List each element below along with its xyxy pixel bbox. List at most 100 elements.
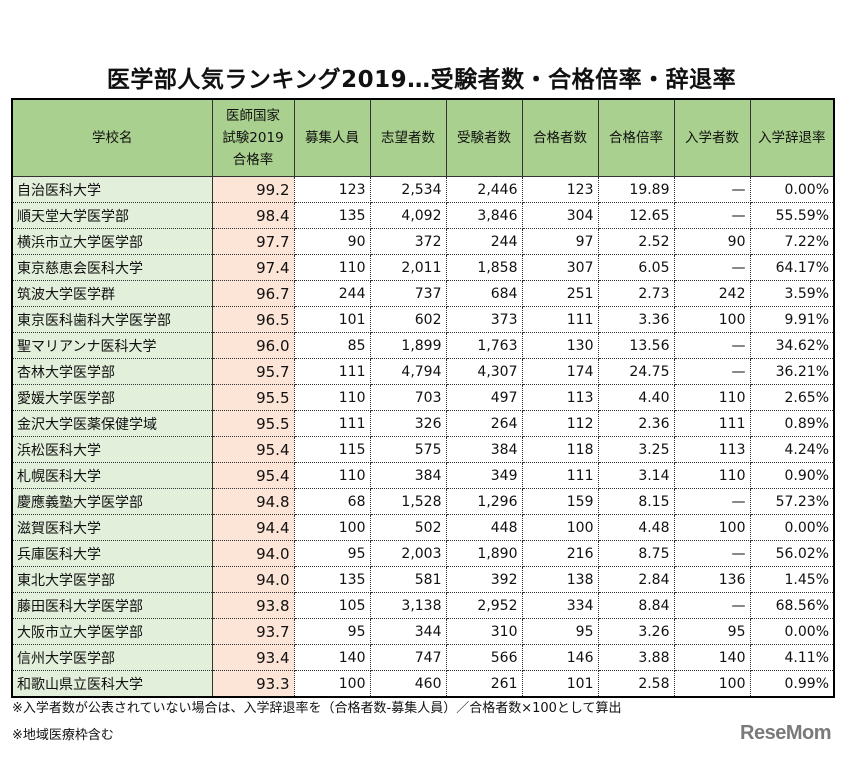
cell-quota: 85: [293, 332, 371, 359]
cell-ratio: 3.36: [597, 306, 675, 333]
table-row: 信州大学医学部 93.4 140 747 566 146 3.88 140 4.11%: [12, 644, 835, 671]
col-header-pass-rate: 医師国家 試験2019 合格率: [211, 98, 295, 177]
cell-examinees: 2,446: [445, 176, 523, 203]
cell-ratio: 8.84: [597, 592, 675, 619]
cell-pass: 93.4: [211, 644, 295, 671]
cell-school: 札幌医科大学: [12, 462, 213, 489]
cell-applicants: 1,528: [369, 488, 447, 515]
table-row: 滋賀医科大学 94.4 100 502 448 100 4.48 100 0.00%: [12, 514, 835, 541]
cell-examinees: 349: [445, 462, 523, 489]
cell-pass: 93.3: [211, 670, 295, 698]
cell-applicants: 384: [369, 462, 447, 489]
col-header-passers: 合格者数: [521, 98, 599, 177]
cell-school: 横浜市立大学医学部: [12, 228, 213, 255]
table-row: 兵庫医科大学 94.0 95 2,003 1,890 216 8.75—56.02%: [12, 540, 835, 567]
cell-passers: 112: [521, 410, 599, 437]
col-header-school: 学校名: [11, 98, 213, 177]
cell-quota: 110: [293, 254, 371, 281]
cell-enrolled: 136: [673, 566, 751, 593]
cell-examinees: 261: [445, 670, 523, 698]
cell-pass: 93.7: [211, 618, 295, 645]
cell-passers: 95: [521, 618, 599, 645]
cell-pass: 95.4: [211, 436, 295, 463]
cell-quota: 244: [293, 280, 371, 307]
cell-applicants: 2,011: [369, 254, 447, 281]
cell-ratio: 2.84: [597, 566, 675, 593]
cell-ratio: 8.75: [597, 540, 675, 567]
cell-applicants: 737: [369, 280, 447, 307]
table-row: 金沢大学医薬保健学域 95.5 111 326 264 112 2.36 111 0.89%: [12, 410, 835, 437]
cell-decline: 7.22%: [749, 228, 835, 255]
cell-applicants: 326: [369, 410, 447, 437]
table-row: 慶應義塾大学医学部 94.8 68 1,528 1,296 159 8.15—57.23%: [12, 488, 835, 515]
cell-enrolled: 100: [673, 514, 751, 541]
cell-ratio: 19.89: [597, 176, 675, 203]
cell-decline: 4.11%: [749, 644, 835, 671]
cell-ratio: 3.14: [597, 462, 675, 489]
cell-enrolled: 95: [673, 618, 751, 645]
cell-passers: 111: [521, 462, 599, 489]
cell-ratio: 2.58: [597, 670, 675, 698]
cell-passers: 97: [521, 228, 599, 255]
cell-applicants: 4,794: [369, 358, 447, 385]
cell-pass: 94.4: [211, 514, 295, 541]
table-row: 横浜市立大学医学部 97.7 90 372 244 97 2.52 90 7.22%: [12, 228, 835, 255]
cell-ratio: 2.36: [597, 410, 675, 437]
cell-quota: 135: [293, 566, 371, 593]
cell-ratio: 4.48: [597, 514, 675, 541]
table-row: 浜松医科大学 95.4 115 575 384 118 3.25 113 4.24%: [12, 436, 835, 463]
cell-pass: 95.5: [211, 384, 295, 411]
cell-decline: 9.91%: [749, 306, 835, 333]
cell-applicants: 344: [369, 618, 447, 645]
cell-pass: 93.8: [211, 592, 295, 619]
cell-enrolled: —: [673, 202, 751, 229]
cell-ratio: 3.88: [597, 644, 675, 671]
cell-examinees: 684: [445, 280, 523, 307]
cell-examinees: 4,307: [445, 358, 523, 385]
cell-quota: 110: [293, 384, 371, 411]
cell-passers: 307: [521, 254, 599, 281]
cell-passers: 118: [521, 436, 599, 463]
cell-passers: 159: [521, 488, 599, 515]
cell-quota: 105: [293, 592, 371, 619]
cell-enrolled: —: [673, 540, 751, 567]
cell-pass: 95.7: [211, 358, 295, 385]
cell-school: 愛媛大学医学部: [12, 384, 213, 411]
cell-passers: 113: [521, 384, 599, 411]
cell-passers: 304: [521, 202, 599, 229]
cell-applicants: 703: [369, 384, 447, 411]
cell-examinees: 310: [445, 618, 523, 645]
header-line: 合格率: [232, 152, 274, 168]
cell-passers: 216: [521, 540, 599, 567]
cell-quota: 101: [293, 306, 371, 333]
cell-school: 東京慈恵会医科大学: [12, 254, 213, 281]
cell-enrolled: —: [673, 592, 751, 619]
cell-applicants: 3,138: [369, 592, 447, 619]
cell-ratio: 2.73: [597, 280, 675, 307]
cell-examinees: 1,763: [445, 332, 523, 359]
cell-applicants: 747: [369, 644, 447, 671]
cell-decline: 55.59%: [749, 202, 835, 229]
cell-decline: 0.00%: [749, 514, 835, 541]
table-row: 愛媛大学医学部 95.5 110 703 497 113 4.40 110 2.65%: [12, 384, 835, 411]
table-row: 和歌山県立医科大学 93.3 100 460 261 101 2.58 100 0.99%: [12, 670, 835, 698]
cell-examinees: 2,952: [445, 592, 523, 619]
cell-enrolled: 100: [673, 670, 751, 698]
cell-quota: 100: [293, 514, 371, 541]
col-header-examinees: 受験者数: [445, 98, 523, 177]
table-row: 東京医科歯科大学医学部 96.5 101 602 373 111 3.36 100 9.91%: [12, 306, 835, 333]
cell-examinees: 1,296: [445, 488, 523, 515]
cell-decline: 0.99%: [749, 670, 835, 698]
cell-school: 滋賀医科大学: [12, 514, 213, 541]
cell-examinees: 264: [445, 410, 523, 437]
cell-enrolled: 110: [673, 384, 751, 411]
cell-examinees: 384: [445, 436, 523, 463]
cell-pass: 94.8: [211, 488, 295, 515]
cell-ratio: 3.25: [597, 436, 675, 463]
col-header-enrolled: 入学者数: [673, 98, 751, 177]
cell-passers: 123: [521, 176, 599, 203]
table-row: 自治医科大学 99.2 123 2,534 2,446 123 19.89—0.00%: [12, 176, 835, 203]
table-row: 聖マリアンナ医科大学 96.0 85 1,899 1,763 130 13.56—34.62…: [12, 332, 835, 359]
cell-applicants: 502: [369, 514, 447, 541]
cell-passers: 111: [521, 306, 599, 333]
